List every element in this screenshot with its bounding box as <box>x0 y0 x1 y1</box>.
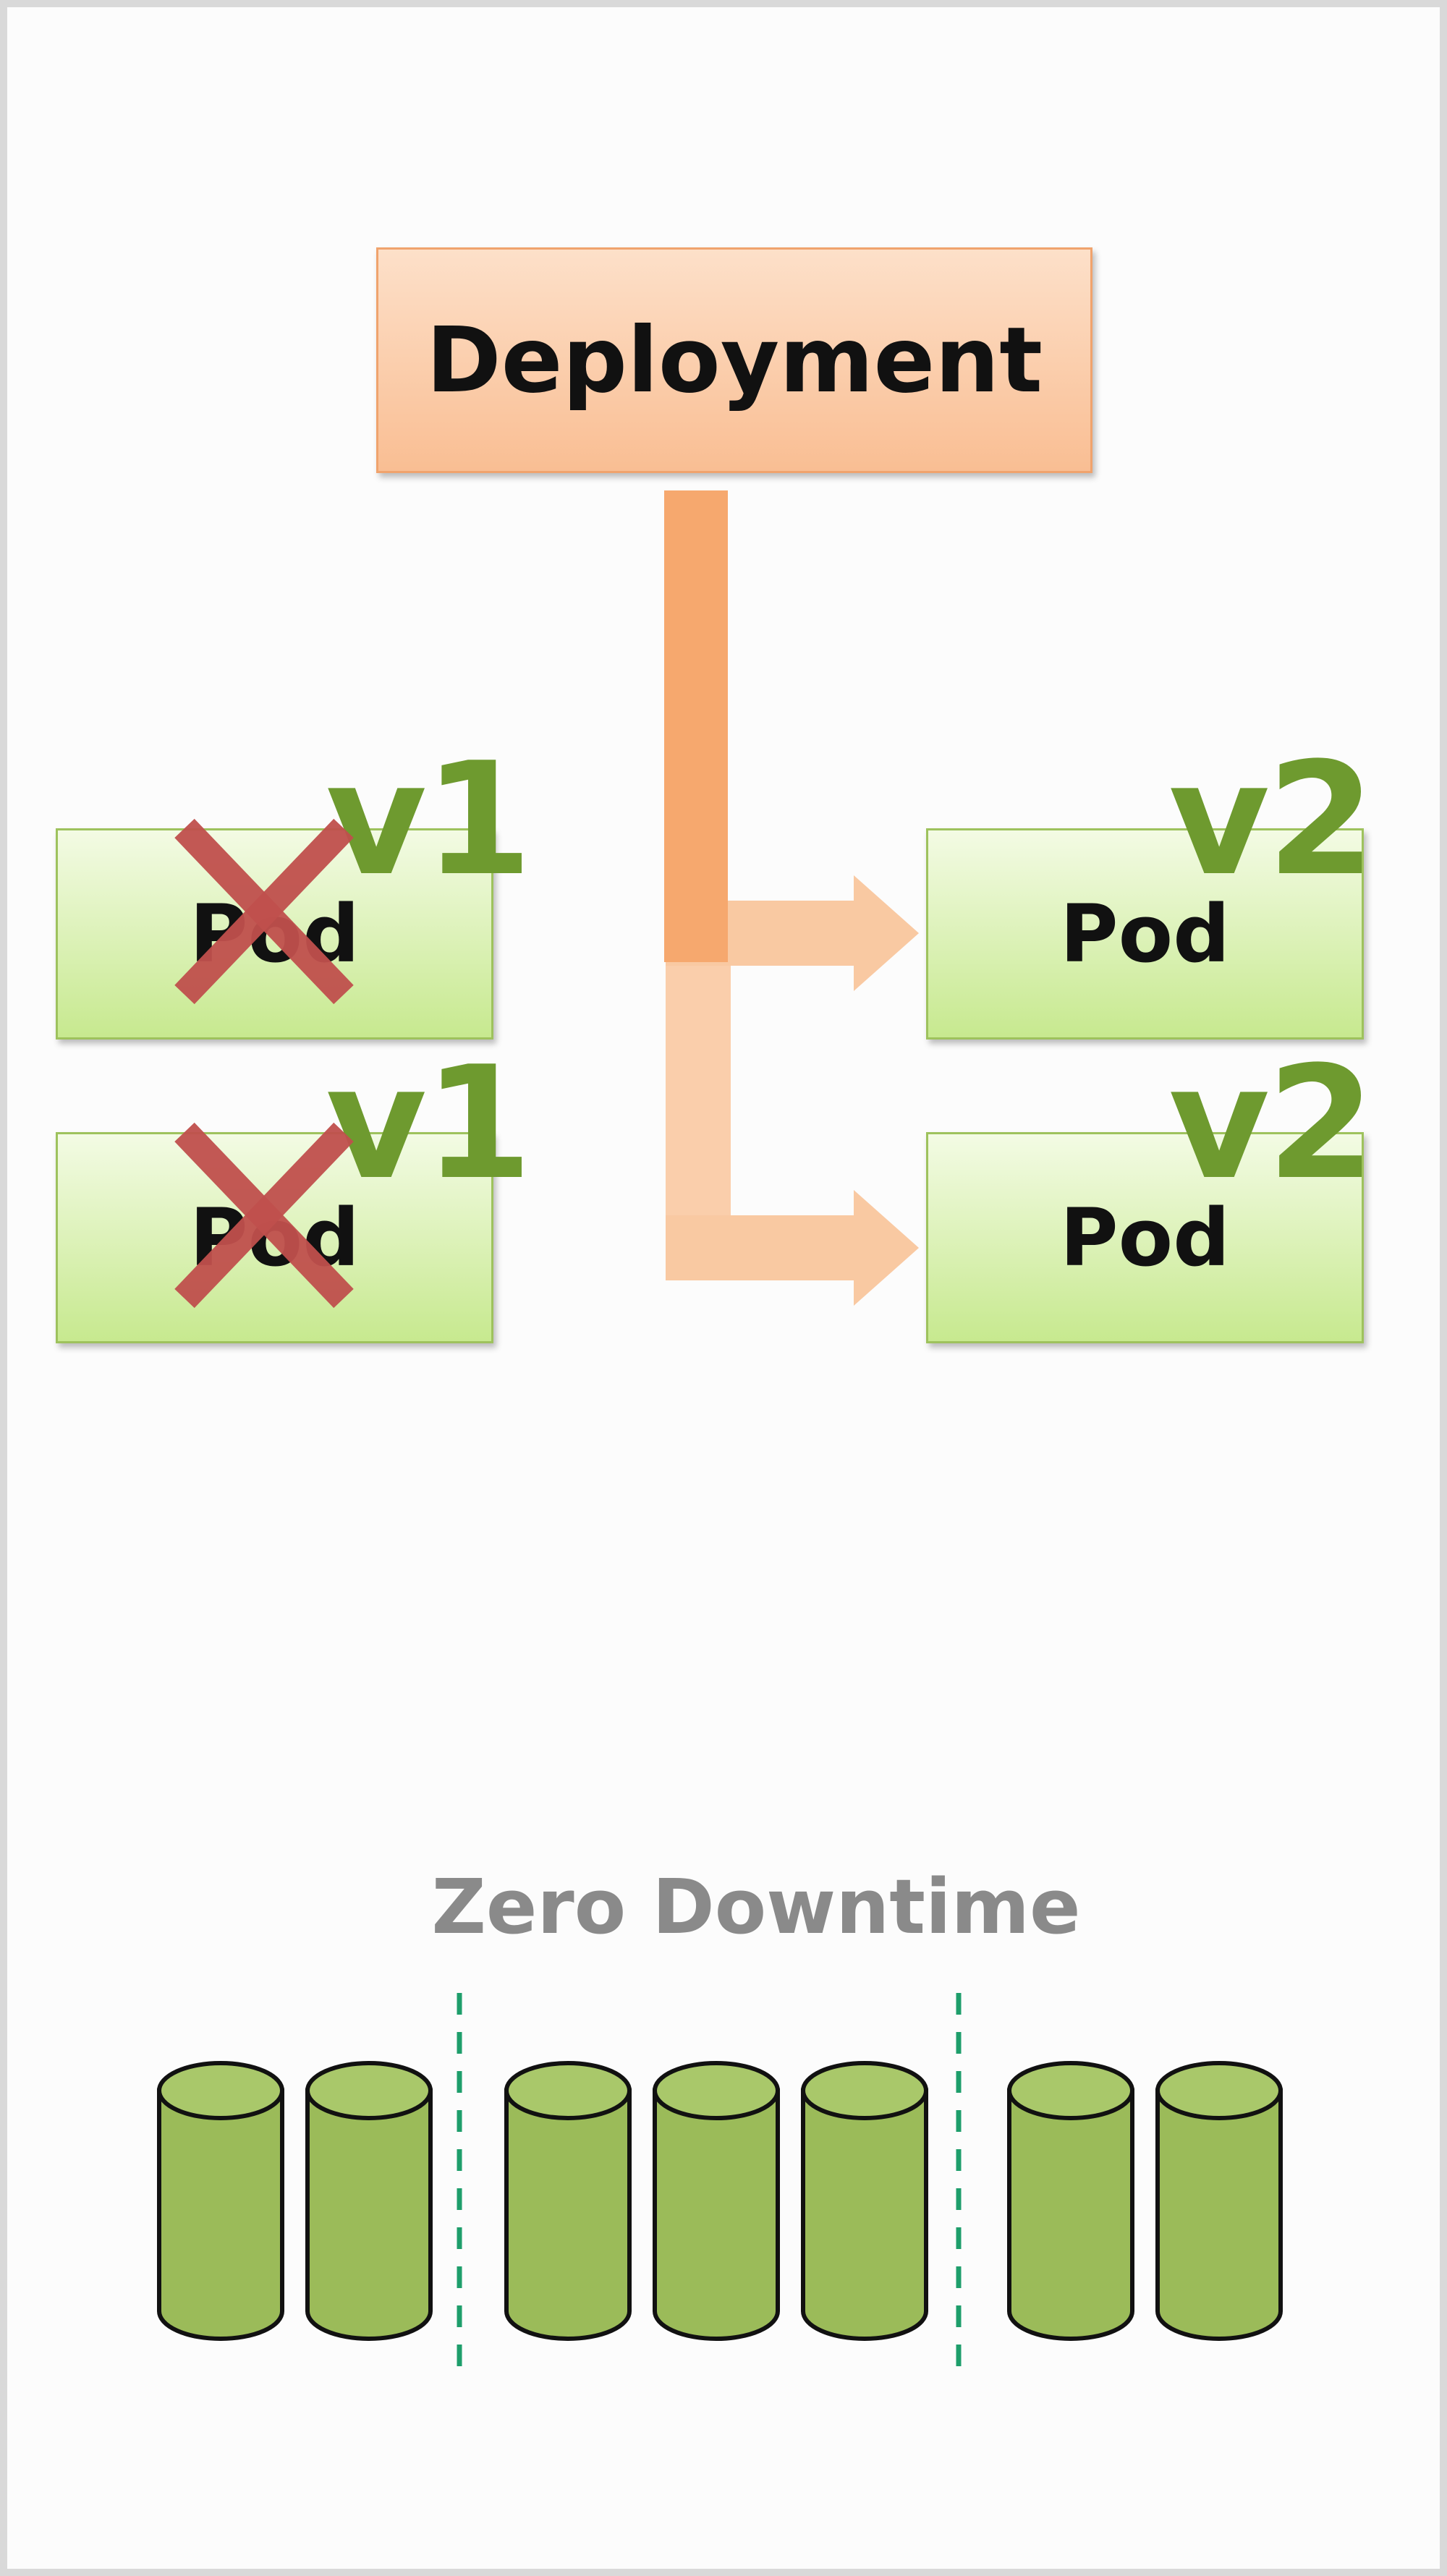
new-pod-1-version: v2 <box>1168 728 1375 910</box>
branch-lower <box>666 1215 868 1280</box>
new-pod-2-version: v2 <box>1168 1032 1375 1214</box>
new-pod-2: Pod <box>926 1132 1364 1343</box>
old-pod-2-version: v1 <box>326 1032 532 1214</box>
trunk-upper <box>664 490 728 962</box>
zero-downtime-illustration <box>157 1993 1283 2384</box>
old-pod-2-cross-icon <box>174 1122 354 1309</box>
new-pod-1-label: Pod <box>1060 888 1230 980</box>
deployment-label: Deployment <box>426 307 1043 413</box>
server-cylinder-icon <box>1155 2061 1283 2341</box>
server-cylinder-icon <box>653 2061 780 2341</box>
arrowhead-upper <box>854 875 919 991</box>
connector-arrows <box>664 490 919 1306</box>
server-cylinder-icon <box>801 2061 928 2341</box>
diagram-canvas: Deployment Pod v1 Pod v1 Pod v2 Pod v2 Z… <box>7 7 1440 2569</box>
new-pod-2-label: Pod <box>1060 1191 1230 1284</box>
server-cylinder-icon <box>504 2061 632 2341</box>
server-cylinder-icon <box>305 2061 433 2341</box>
arrowhead-lower <box>854 1190 919 1306</box>
server-cylinder-icon <box>157 2061 284 2341</box>
deployment-box: Deployment <box>376 247 1092 473</box>
server-cylinder-icon <box>1007 2061 1134 2341</box>
old-pod-1-cross-icon <box>174 818 354 1005</box>
old-pod-1-version: v1 <box>326 728 532 910</box>
new-pod-1: Pod <box>926 828 1364 1040</box>
zero-downtime-title: Zero Downtime <box>431 1863 1081 1951</box>
